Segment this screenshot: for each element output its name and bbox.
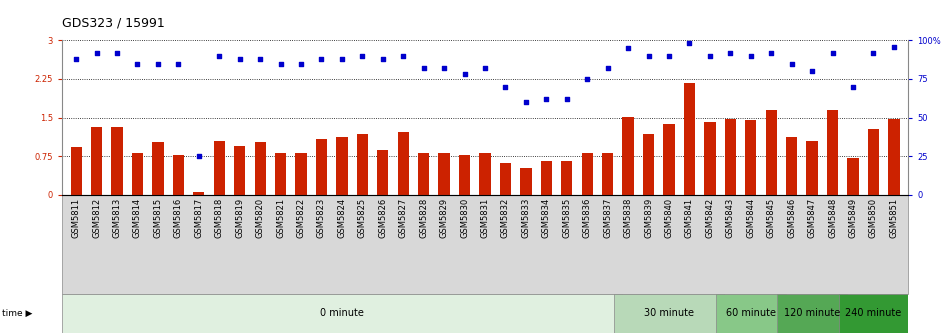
Bar xyxy=(561,161,573,195)
Bar xyxy=(786,137,797,195)
Bar xyxy=(888,119,900,195)
Bar xyxy=(716,294,786,333)
Bar xyxy=(806,141,818,195)
Bar xyxy=(766,110,777,195)
Point xyxy=(89,50,105,55)
Point xyxy=(743,53,758,58)
Point xyxy=(641,53,656,58)
Bar xyxy=(418,153,429,195)
Bar xyxy=(868,129,879,195)
Bar xyxy=(337,137,347,195)
Point xyxy=(457,72,473,77)
Bar xyxy=(746,120,756,195)
Point xyxy=(355,53,370,58)
Point xyxy=(191,154,206,159)
Point xyxy=(702,53,717,58)
Bar xyxy=(111,127,123,195)
Text: 120 minute: 120 minute xyxy=(784,308,841,318)
Bar xyxy=(582,153,592,195)
Bar xyxy=(316,139,327,195)
Bar xyxy=(214,141,224,195)
Bar xyxy=(827,110,838,195)
Bar xyxy=(255,142,265,195)
Point xyxy=(376,56,391,61)
Bar xyxy=(357,134,368,195)
Text: 60 minute: 60 minute xyxy=(726,308,776,318)
Bar xyxy=(613,294,725,333)
Bar xyxy=(847,158,859,195)
Text: GDS323 / 15991: GDS323 / 15991 xyxy=(62,17,165,30)
Point xyxy=(886,44,902,49)
Bar xyxy=(684,83,695,195)
Point xyxy=(538,96,553,102)
Point xyxy=(130,61,146,66)
Bar xyxy=(91,127,102,195)
Point xyxy=(150,61,165,66)
Bar xyxy=(839,294,908,333)
Point xyxy=(764,50,779,55)
Bar xyxy=(500,163,511,195)
Point xyxy=(396,53,411,58)
Bar xyxy=(777,294,847,333)
Point xyxy=(232,56,247,61)
Point xyxy=(294,61,309,66)
Point xyxy=(579,76,594,82)
Point xyxy=(68,56,84,61)
Bar xyxy=(70,148,82,195)
Point xyxy=(109,50,125,55)
Bar xyxy=(479,153,491,195)
Point xyxy=(682,41,697,46)
Point xyxy=(865,50,881,55)
Point xyxy=(212,53,227,58)
Bar xyxy=(438,153,450,195)
Point xyxy=(171,61,186,66)
Text: time ▶: time ▶ xyxy=(2,309,32,318)
Point xyxy=(661,53,676,58)
Point xyxy=(805,69,820,74)
Bar xyxy=(378,150,388,195)
Bar xyxy=(132,153,143,195)
Bar xyxy=(643,134,654,195)
Bar xyxy=(602,153,613,195)
Point xyxy=(497,84,513,89)
Bar xyxy=(520,168,532,195)
Bar xyxy=(296,153,306,195)
Point xyxy=(417,66,432,71)
Bar xyxy=(275,153,286,195)
Bar xyxy=(234,146,245,195)
Point xyxy=(825,50,840,55)
Bar xyxy=(725,119,736,195)
Point xyxy=(335,56,350,61)
Point xyxy=(845,84,861,89)
Bar xyxy=(152,142,164,195)
Text: 30 minute: 30 minute xyxy=(644,308,694,318)
Point xyxy=(723,50,738,55)
Point xyxy=(437,66,452,71)
Point xyxy=(518,99,534,105)
Bar xyxy=(459,155,470,195)
Bar xyxy=(193,192,204,195)
Bar xyxy=(705,122,715,195)
Bar xyxy=(541,161,552,195)
Bar xyxy=(173,155,184,195)
Point xyxy=(477,66,493,71)
Point xyxy=(600,66,615,71)
Point xyxy=(784,61,799,66)
Point xyxy=(253,56,268,61)
Point xyxy=(314,56,329,61)
Bar xyxy=(398,132,409,195)
Text: 0 minute: 0 minute xyxy=(320,308,364,318)
Point xyxy=(273,61,288,66)
Bar xyxy=(623,117,633,195)
Bar xyxy=(62,294,622,333)
Point xyxy=(559,96,574,102)
Point xyxy=(620,45,635,51)
Bar xyxy=(664,124,674,195)
Text: 240 minute: 240 minute xyxy=(845,308,902,318)
